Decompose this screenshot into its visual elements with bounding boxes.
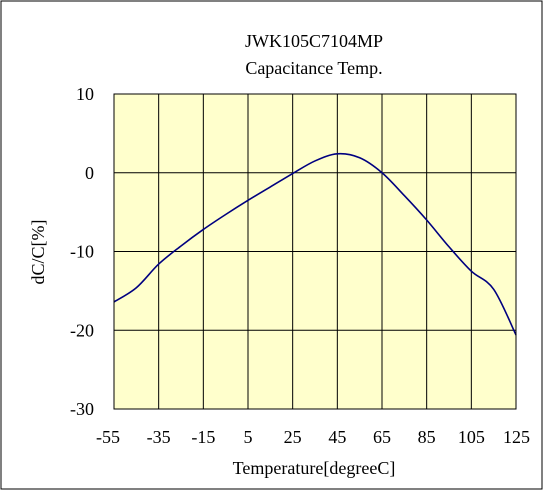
x-tick-labels: -55 -35 -15 5 25 45 65 85 105 125 — [96, 427, 530, 447]
x-tick-label: 65 — [373, 427, 391, 447]
y-tick-label: 0 — [85, 163, 94, 183]
x-tick-label: 25 — [284, 427, 302, 447]
plot-frame — [113, 93, 517, 410]
y-tick-label: 10 — [76, 84, 94, 104]
x-tick-label: 125 — [503, 427, 530, 447]
x-tick-label: -35 — [147, 427, 171, 447]
x-tick-label: 105 — [458, 427, 485, 447]
x-tick-label: 5 — [244, 427, 253, 447]
x-tick-label: -55 — [96, 427, 120, 447]
y-tick-label: -30 — [70, 399, 94, 419]
x-axis-label: Temperature[degreeC] — [233, 458, 396, 478]
x-tick-label: 45 — [328, 427, 346, 447]
y-tick-label: -10 — [70, 242, 94, 262]
y-tick-label: -20 — [70, 320, 94, 340]
y-tick-labels: -30 -20 -10 0 10 — [70, 84, 94, 419]
x-tick-label: 85 — [418, 427, 436, 447]
chart-subtitle: Capacitance Temp. — [245, 58, 382, 78]
y-axis-label: dC/C[%] — [28, 220, 48, 285]
x-tick-label: -15 — [191, 427, 215, 447]
series-line — [113, 152, 517, 336]
chart-title: JWK105C7104MP — [245, 31, 383, 51]
